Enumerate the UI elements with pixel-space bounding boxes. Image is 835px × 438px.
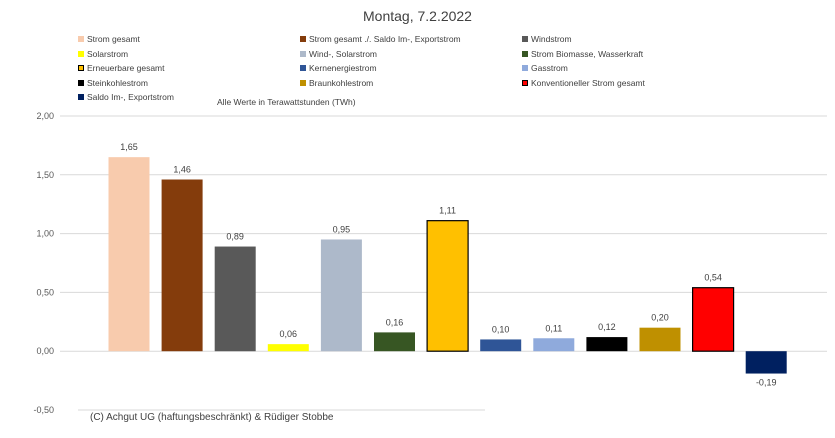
bar	[586, 337, 628, 352]
legend-item: Strom Biomasse, Wasserkraft	[522, 49, 643, 59]
legend-label: Saldo Im-, Exportstrom	[87, 92, 174, 102]
data-label: 0,95	[333, 224, 351, 234]
legend-item: Gasstrom	[522, 63, 568, 73]
legend-label: Gasstrom	[531, 63, 568, 73]
bar	[374, 332, 415, 352]
y-tick-label: 2,00	[36, 111, 54, 121]
bar	[426, 220, 469, 352]
legend-swatch	[300, 50, 306, 57]
legend-swatch	[522, 36, 528, 42]
data-label: 1,65	[120, 142, 138, 152]
legend-swatch	[522, 79, 528, 86]
bar	[161, 179, 203, 352]
copyright-note: (C) Achgut UG (haftungsbeschränkt) & Rüd…	[90, 412, 334, 423]
bar	[267, 344, 309, 352]
legend-swatch	[78, 50, 84, 57]
legend-item: Wind-, Solarstrom	[300, 49, 377, 59]
legend-item: Solarstrom	[78, 49, 128, 59]
data-label: 0,06	[280, 329, 298, 339]
y-tick-label: 1,50	[36, 170, 54, 180]
legend-swatch	[300, 36, 306, 42]
legend-item: Konventioneller Strom gesamt	[522, 78, 645, 88]
legend-item: Strom gesamt	[78, 34, 140, 44]
bar	[320, 239, 362, 352]
legend-label: Steinkohlestrom	[87, 77, 148, 88]
legend-item: Strom gesamt ./. Saldo Im-, Exportstrom	[300, 34, 461, 44]
unit-note: Alle Werte in Terawattstunden (TWh)	[217, 97, 356, 107]
y-tick-label: 0,00	[36, 346, 54, 356]
legend-swatch	[78, 79, 84, 86]
data-label: -0,19	[756, 378, 777, 388]
legend-label: Braunkohlestrom	[309, 77, 374, 88]
bar	[108, 157, 150, 352]
data-label: 0,20	[651, 313, 669, 323]
legend-label: Solarstrom	[87, 48, 129, 59]
legend-item: Erneuerbare gesamt	[78, 63, 165, 73]
legend-item: Windstrom	[522, 34, 572, 44]
chart-title: Montag, 7.2.2022	[363, 8, 472, 24]
y-tick-label: -0,50	[33, 405, 54, 415]
data-label: 0,89	[226, 232, 244, 242]
legend-swatch	[522, 65, 528, 71]
bar	[480, 339, 522, 352]
legend-swatch	[300, 65, 306, 71]
data-label: 1,46	[173, 165, 191, 175]
data-label: 0,10	[492, 324, 510, 334]
bar	[691, 287, 735, 352]
y-tick-label: 1,00	[36, 229, 54, 239]
legend-item: Braunkohlestrom	[300, 78, 373, 88]
legend-item: Saldo Im-, Exportstrom	[78, 92, 174, 102]
legend-label: Strom Biomasse, Wasserkraft	[531, 48, 644, 59]
legend-label: Strom gesamt	[87, 34, 140, 44]
legend-label: Erneuerbare gesamt	[87, 63, 165, 73]
legend-item: Steinkohlestrom	[78, 78, 148, 88]
legend-swatch	[78, 94, 84, 100]
data-label: 0,16	[386, 317, 404, 327]
y-tick-label: 0,50	[36, 287, 54, 297]
legend-label: Wind-, Solarstrom	[309, 48, 378, 59]
data-label: 0,11	[545, 323, 562, 333]
data-label: 1,11	[439, 206, 456, 216]
legend-swatch	[300, 79, 306, 86]
legend-label: Konventioneller Strom gesamt	[531, 77, 645, 88]
legend-item: Kernenergiestrom	[300, 63, 377, 73]
legend-label: Windstrom	[531, 34, 572, 44]
legend-swatch	[522, 50, 528, 57]
data-label: 0,54	[704, 273, 722, 283]
bar	[639, 327, 681, 352]
legend-label: Strom gesamt ./. Saldo Im-, Exportstrom	[309, 34, 461, 44]
legend-swatch	[78, 36, 84, 42]
bar	[214, 246, 256, 352]
legend-swatch	[78, 65, 84, 71]
legend-label: Kernenergiestrom	[309, 63, 377, 73]
data-label: 0,12	[598, 322, 616, 332]
bar	[745, 351, 787, 374]
bar	[533, 338, 575, 352]
